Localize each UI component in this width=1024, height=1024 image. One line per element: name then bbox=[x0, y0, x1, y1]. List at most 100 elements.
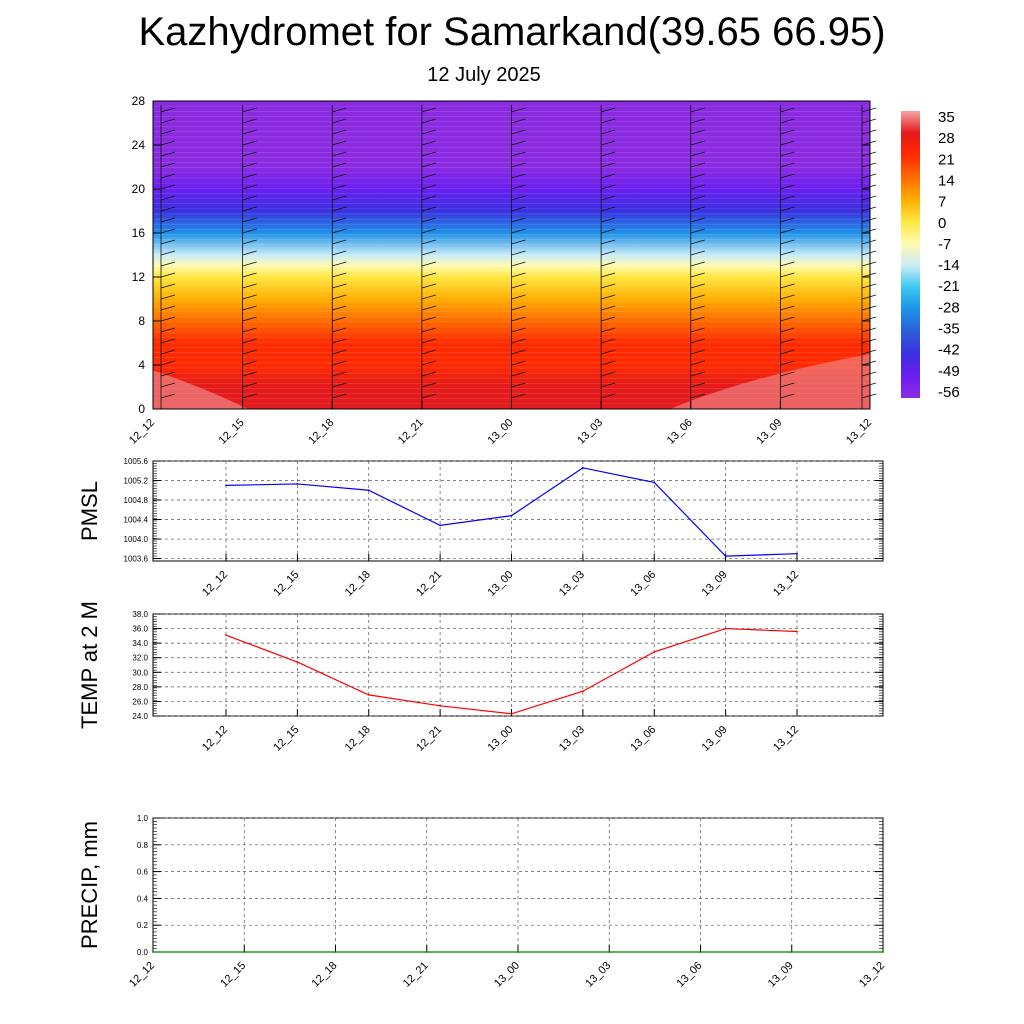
wind-barb bbox=[601, 371, 616, 377]
wind-barb bbox=[690, 107, 705, 113]
wind-barb bbox=[421, 327, 436, 333]
wind-barb bbox=[511, 305, 526, 311]
wind-barb bbox=[601, 195, 616, 201]
x-tick-label: 12_21 bbox=[414, 569, 444, 599]
wind-barb bbox=[160, 316, 176, 322]
wind-barb bbox=[160, 184, 176, 190]
wind-barb bbox=[160, 393, 176, 399]
wind-barb bbox=[861, 206, 877, 212]
page-subtitle: 12 July 2025 bbox=[427, 64, 541, 86]
wind-barb bbox=[160, 338, 176, 344]
wind-barb bbox=[780, 272, 795, 278]
y-tick-label: 30.0 bbox=[132, 668, 148, 677]
wind-barb bbox=[601, 360, 616, 366]
wind-barb bbox=[242, 393, 257, 399]
wind-barb bbox=[242, 228, 257, 234]
wind-barb bbox=[601, 118, 616, 124]
data-point bbox=[425, 951, 428, 953]
wind-barb bbox=[332, 382, 347, 388]
wind-barb bbox=[421, 118, 436, 124]
wind-barb bbox=[690, 283, 705, 289]
wind-barb bbox=[242, 217, 257, 223]
wind-barb bbox=[601, 393, 616, 399]
wind-barb bbox=[160, 173, 176, 179]
wind-barb bbox=[861, 250, 877, 256]
wind-barb bbox=[861, 305, 877, 311]
wind-barb bbox=[332, 162, 347, 168]
wind-barb bbox=[511, 151, 526, 157]
wind-barb bbox=[861, 107, 877, 113]
wind-barb bbox=[332, 118, 347, 124]
data-point bbox=[790, 951, 793, 953]
wind-barb bbox=[421, 206, 436, 212]
wind-barb bbox=[690, 217, 705, 223]
y-tick-label: 26.0 bbox=[132, 697, 148, 706]
wind-barb bbox=[690, 327, 705, 333]
wind-barb bbox=[780, 338, 795, 344]
wind-barb bbox=[601, 184, 616, 190]
wind-barb bbox=[242, 140, 257, 146]
x-tick-label: 13_00 bbox=[486, 724, 516, 754]
wind-barb bbox=[332, 305, 347, 311]
wind-barb bbox=[511, 338, 526, 344]
colorbar-label: -28 bbox=[938, 299, 960, 316]
wind-barb bbox=[861, 140, 877, 146]
wind-barb bbox=[421, 272, 436, 278]
wind-barb bbox=[160, 129, 176, 135]
x-tick-label: 13_12 bbox=[771, 569, 801, 599]
wind-barb bbox=[511, 261, 526, 267]
x-tick-label: 13_06 bbox=[665, 417, 695, 447]
wind-barb bbox=[601, 305, 616, 311]
y-tick-label: 1004.8 bbox=[124, 496, 149, 505]
wind-barb bbox=[601, 349, 616, 355]
wind-barb bbox=[242, 305, 257, 311]
wind-barb bbox=[511, 129, 526, 135]
data-point bbox=[225, 484, 227, 487]
y-tick-label: 28 bbox=[132, 94, 146, 108]
wind-barb bbox=[332, 217, 347, 223]
x-tick-label: 12_18 bbox=[343, 724, 373, 754]
wind-barb bbox=[861, 162, 877, 168]
wind-barb bbox=[160, 217, 176, 223]
wind-barb bbox=[242, 338, 257, 344]
wind-barb bbox=[690, 382, 705, 388]
wind-barb bbox=[861, 283, 877, 289]
wind-barb bbox=[690, 195, 705, 201]
wind-barb bbox=[601, 217, 616, 223]
wind-barb bbox=[421, 239, 436, 245]
colorbar-label: 35 bbox=[938, 109, 955, 126]
data-point bbox=[581, 466, 584, 469]
wind-barb bbox=[780, 239, 795, 245]
wind-barb bbox=[332, 327, 347, 333]
colorbar-label: 28 bbox=[938, 130, 955, 147]
y-axis-title: PRECIP, mm bbox=[77, 821, 102, 949]
wind-barb bbox=[160, 250, 176, 256]
wind-barb bbox=[160, 294, 176, 300]
colorbar-label: -7 bbox=[938, 236, 951, 253]
colorbar-label: -42 bbox=[938, 342, 960, 359]
x-tick-label: 13_12 bbox=[844, 417, 874, 447]
wind-barb bbox=[332, 107, 347, 113]
wind-barb bbox=[242, 261, 257, 267]
wind-barb bbox=[332, 140, 347, 146]
wind-barb bbox=[780, 107, 795, 113]
wind-barb bbox=[861, 261, 877, 267]
wind-barb bbox=[160, 283, 176, 289]
wind-barb bbox=[421, 316, 436, 322]
wind-barb bbox=[690, 173, 705, 179]
wind-barb bbox=[332, 129, 347, 135]
wind-barb bbox=[690, 228, 705, 234]
wind-barb bbox=[511, 173, 526, 179]
x-tick-label: 13_00 bbox=[492, 960, 522, 990]
wind-barb bbox=[332, 283, 347, 289]
wind-barb bbox=[601, 294, 616, 300]
wind-barb bbox=[601, 107, 616, 113]
x-tick-label: 13_03 bbox=[557, 724, 587, 754]
wind-barb bbox=[511, 217, 526, 223]
y-tick-label: 24 bbox=[132, 138, 146, 152]
wind-barb bbox=[421, 305, 436, 311]
wind-barb bbox=[690, 162, 705, 168]
x-tick-label: 12_15 bbox=[218, 960, 248, 990]
data-point bbox=[367, 693, 370, 696]
